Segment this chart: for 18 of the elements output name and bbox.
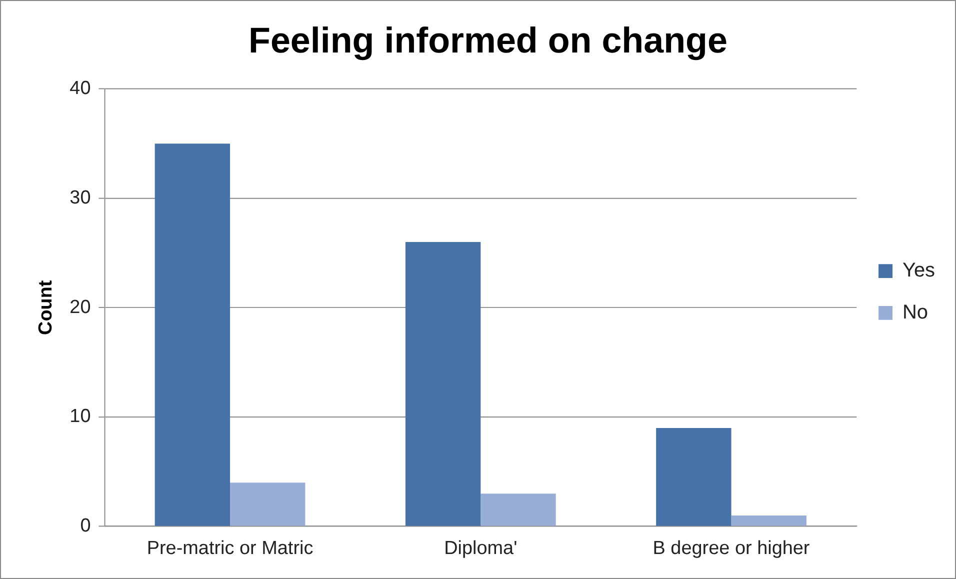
y-tick-label: 10 [70,406,91,428]
y-tick-label: 20 [70,296,91,318]
y-axis-title: Count [36,280,57,335]
x-tick-label: Pre-matric or Matric [146,538,314,559]
bar [731,515,806,526]
bar [405,242,481,526]
bar [154,144,230,526]
y-tick-label: 0 [80,516,91,537]
x-tick-label: B degree or higher [652,538,810,559]
bar [656,428,732,526]
bar [480,494,556,526]
legend-label: Yes [902,260,936,282]
x-tick-label: Diploma' [444,538,518,559]
y-tick-label: 40 [70,78,91,100]
chart-title: Feeling informed on change [248,20,728,60]
y-tick-label: 30 [70,187,91,208]
legend-label: No [902,301,928,324]
bar [230,482,306,526]
